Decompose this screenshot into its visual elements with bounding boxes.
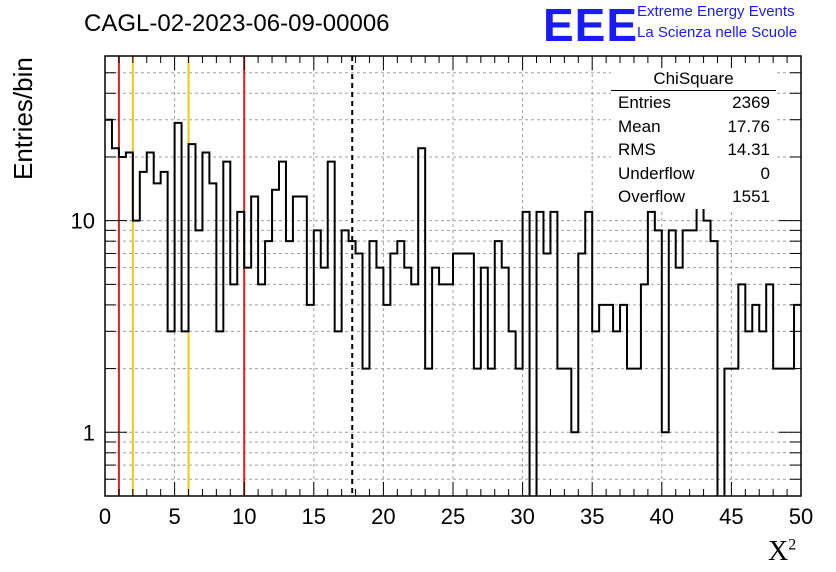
eee-logo: EEE [543,0,639,51]
stats-label: Underflow [618,163,695,183]
stats-value: 2369 [732,93,770,112]
stats-title: ChiSquare [611,68,776,91]
stats-row-underflow: Underflow 0 [611,162,776,186]
stats-box: ChiSquare Entries 2369 Mean 17.76 RMS 14… [611,68,776,209]
x-tick-label: 20 [371,504,395,529]
stats-row-entries: Entries 2369 [611,91,776,115]
stats-row-mean: Mean 17.76 [611,115,776,139]
y-axis-label: Entries/bin [8,57,38,180]
stats-label: Entries [618,93,671,112]
stats-value: 17.76 [727,116,770,136]
x-axis-label-exponent: 2 [788,536,797,554]
x-tick-label: 5 [168,504,180,529]
marker-lines [117,56,354,496]
histogram-series [105,118,801,496]
x-tick-label: 40 [650,504,674,529]
x-tick-label: 30 [510,504,534,529]
stats-label: Mean [618,116,661,136]
x-tick-label: 25 [441,504,465,529]
x-axis-label: X2 [768,536,796,568]
logo-line-2: La Scienza nelle Scuole [637,24,798,41]
x-tick-label: 35 [580,504,604,529]
axis-ticks [104,55,802,497]
x-tick-label: 0 [99,504,111,529]
axis-tick-labels: 0 5 10 15 20 25 30 35 40 45 50 1 10 [71,209,814,529]
stats-label: RMS [618,140,656,159]
y-tick-label: 1 [83,420,95,445]
x-tick-label: 45 [719,504,743,529]
stats-label: Overflow [618,187,686,206]
x-tick-label: 50 [789,504,813,529]
x-tick-label: 10 [232,504,256,529]
y-tick-label: 10 [71,209,95,234]
x-tick-label: 15 [302,504,326,529]
stats-value: 14.31 [727,140,770,159]
x-axis-label-base: X [768,536,789,567]
chart-title: CAGL-02-2023-06-09-00006 [84,10,390,37]
logo-line-1: Extreme Energy Events [637,3,795,20]
stats-value: 1551 [732,187,770,206]
stats-row-rms: RMS 14.31 [611,138,776,162]
stats-row-overflow: Overflow 1551 [611,185,776,209]
stats-value: 0 [760,163,770,183]
